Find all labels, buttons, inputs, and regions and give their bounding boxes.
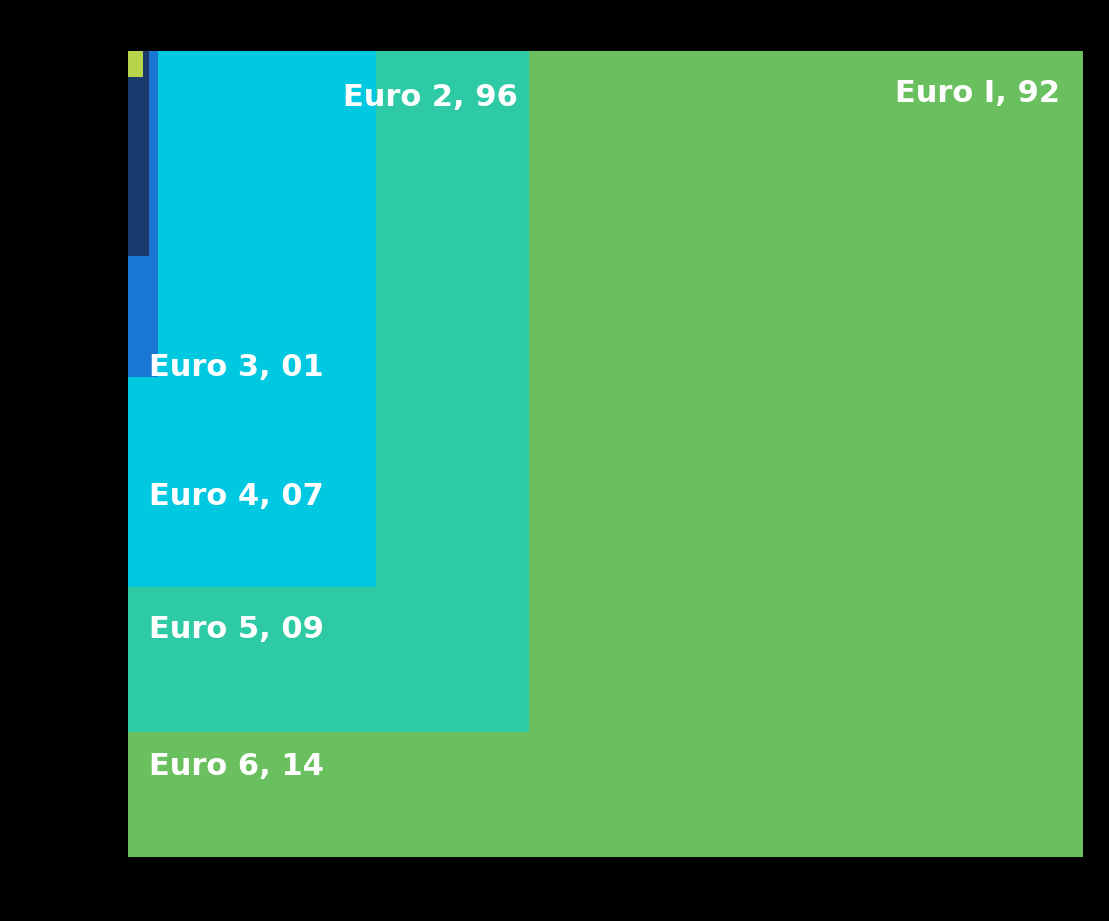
Bar [128, 51, 376, 587]
Text: Euro 6, 14: Euro 6, 14 [149, 752, 324, 781]
Bar [128, 51, 149, 256]
Text: Euro 5, 09: Euro 5, 09 [149, 615, 324, 644]
Bar [128, 51, 143, 77]
Bar [128, 51, 159, 377]
Text: Euro 3, 01: Euro 3, 01 [149, 353, 324, 382]
Bar [128, 51, 529, 731]
Text: Euro I, 92: Euro I, 92 [895, 79, 1059, 108]
Text: Euro 4, 07: Euro 4, 07 [149, 482, 324, 511]
Text: Euro 2, 96: Euro 2, 96 [343, 83, 518, 111]
